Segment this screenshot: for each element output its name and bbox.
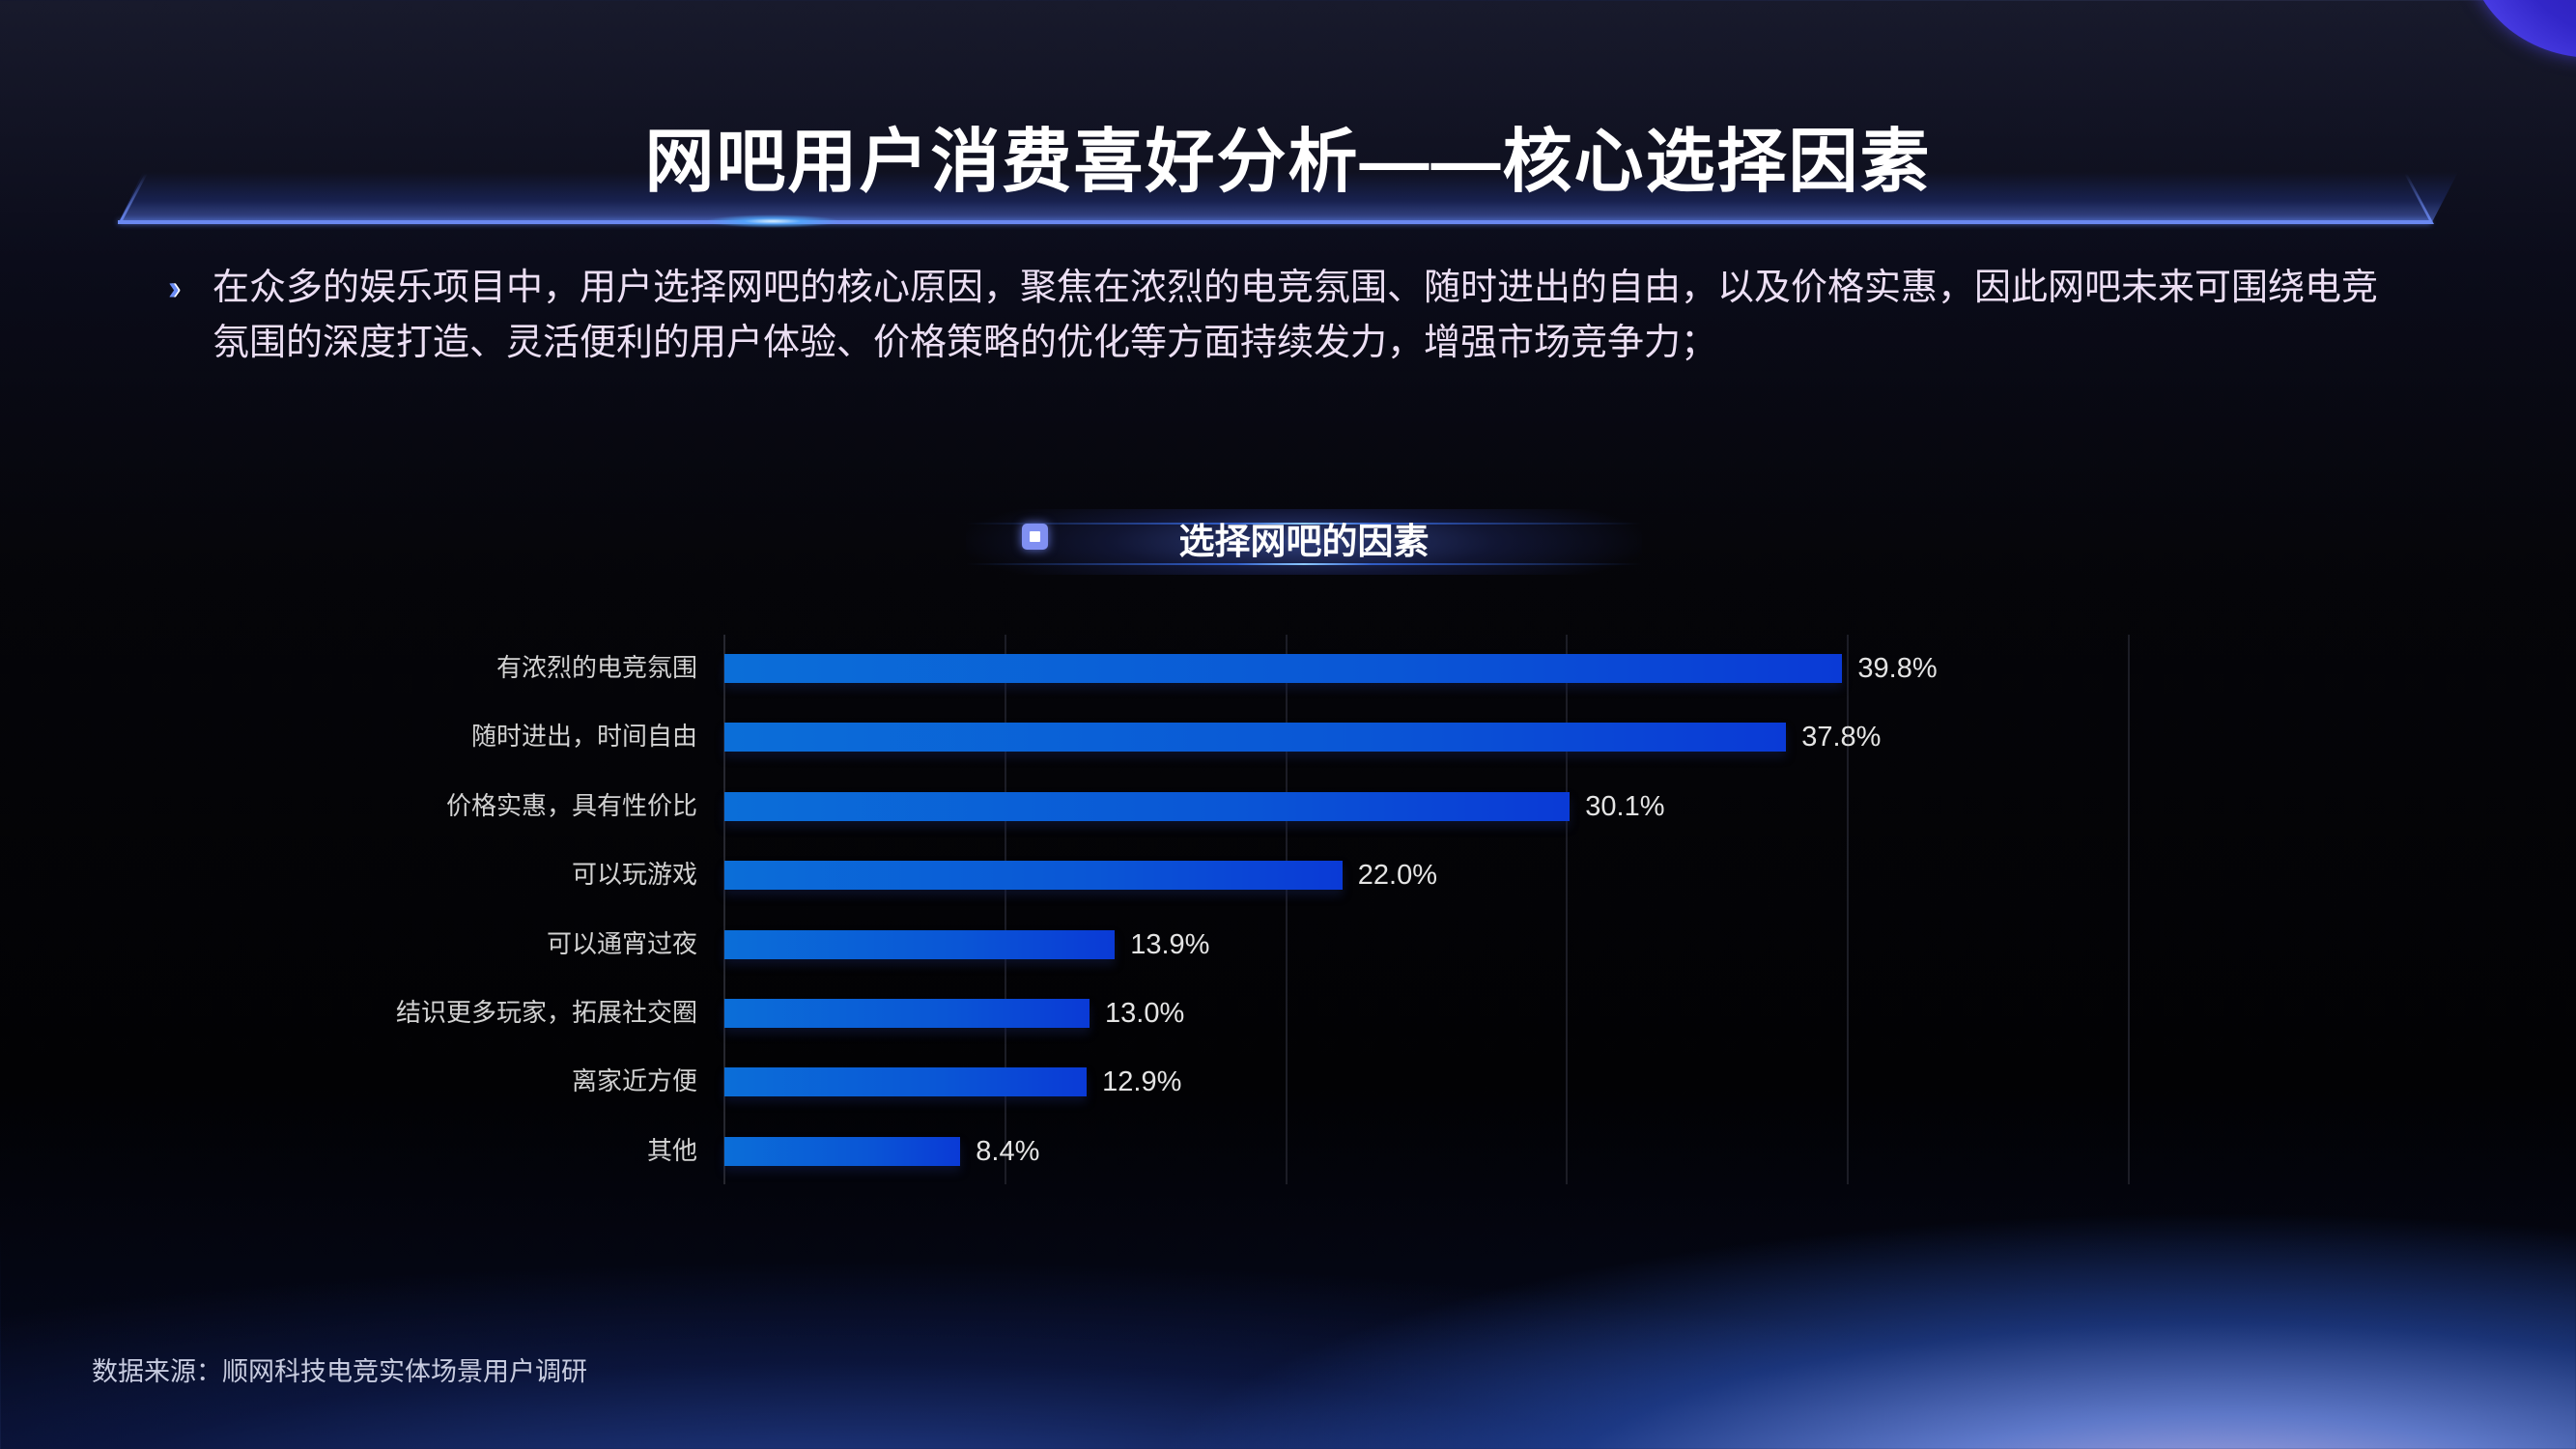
category-label: 价格实惠，具有性价比 [445, 790, 697, 820]
bar-row: 价格实惠，具有性价比 30.1% [0, 790, 2576, 822]
bar-row: 其他 8.4% [0, 1135, 2576, 1167]
square-bullet-icon [1022, 524, 1048, 550]
bar [724, 791, 1571, 821]
bar [724, 1136, 961, 1166]
value-label: 37.8% [1801, 722, 1882, 753]
category-label: 有浓烈的电竞氛围 [495, 653, 697, 682]
category-label: 可以通宵过夜 [546, 928, 697, 958]
bar [724, 1067, 1088, 1097]
gridline [1004, 635, 1006, 1184]
chart-header-bottom-line [966, 563, 1642, 565]
value-label: 12.9% [1102, 1066, 1182, 1098]
y-axis-line [723, 635, 725, 1184]
bar-row: 有浓烈的电竞氛围 39.8% [0, 653, 2576, 684]
bar [724, 861, 1343, 891]
title-underline [118, 220, 2431, 224]
bar [724, 929, 1116, 959]
bar-row: 随时进出，时间自由 37.8% [0, 722, 2576, 753]
category-label: 结识更多玩家，拓展社交圈 [395, 998, 697, 1027]
gridline [2128, 635, 2130, 1184]
data-source-note: 数据来源：顺网科技电竞实体场景用户调研 [92, 1357, 587, 1386]
value-label: 8.4% [976, 1135, 1040, 1167]
category-label: 随时进出，时间自由 [470, 722, 697, 752]
title-underline-glow [705, 214, 840, 228]
bar-row: 结识更多玩家，拓展社交圈 13.0% [0, 998, 2576, 1029]
bar [724, 999, 1090, 1028]
title-banner [118, 172, 2458, 224]
value-label: 39.8% [1857, 653, 1938, 684]
category-label: 其他 [646, 1135, 697, 1165]
bar-row: 可以玩游戏 22.0% [0, 860, 2576, 892]
value-label: 13.0% [1105, 998, 1185, 1029]
value-label: 30.1% [1585, 790, 1665, 822]
category-label: 离家近方便 [571, 1066, 697, 1096]
chart-header-top-line [966, 523, 1642, 525]
gridline [1847, 635, 1850, 1184]
bar [724, 654, 1843, 683]
bar-row: 离家近方便 12.9% [0, 1066, 2576, 1098]
summary-text: 在众多的娱乐项目中，用户选择网吧的核心原因，聚焦在浓烈的电竞氛围、随时进出的自由… [212, 268, 2379, 363]
chart-header: 选择网吧的因素 [966, 509, 1642, 575]
gridline [1566, 635, 1569, 1184]
bar-row: 可以通宵过夜 13.9% [0, 928, 2576, 960]
category-label: 可以玩游戏 [571, 860, 697, 890]
double-chevron-right-icon: ›› [168, 268, 182, 307]
chart-title: 选择网吧的因素 [1178, 522, 1430, 561]
value-label: 22.0% [1357, 860, 1437, 892]
gridline [1285, 635, 1288, 1184]
value-label: 13.9% [1130, 928, 1210, 960]
page-title: 网吧用户消费喜好分析——核心选择因素 [644, 124, 1932, 201]
bar [724, 723, 1787, 753]
